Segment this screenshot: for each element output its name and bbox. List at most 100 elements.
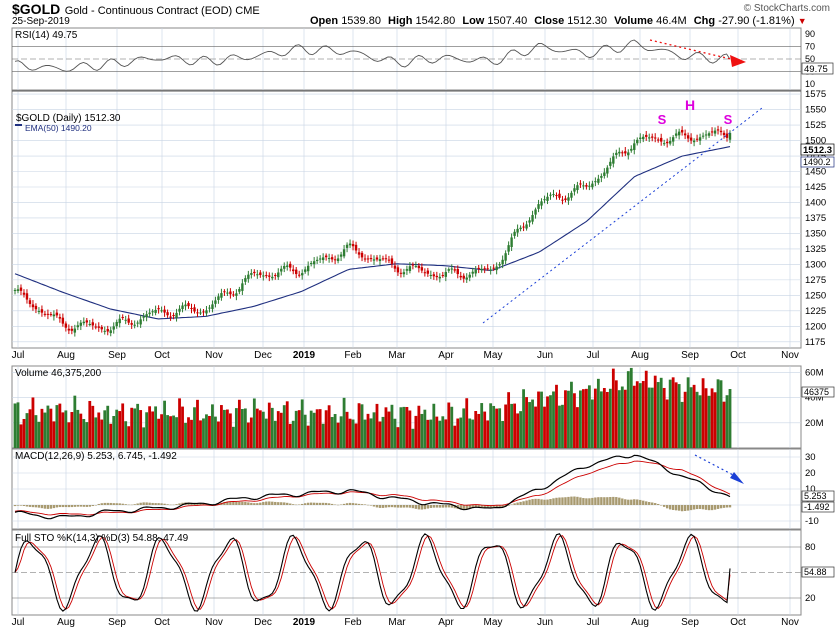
macd-hist-bar [695,505,699,510]
macd-hist-bar [393,505,397,508]
volume-bar [432,403,436,448]
volume-bar [360,404,364,448]
price-bar-body [645,134,648,137]
rsi-tick-label: 10 [805,79,815,89]
volume-current-label: 46375 [804,387,829,397]
macd-hist-bar [327,503,331,505]
price-bar-body [414,265,418,267]
volume-bar [312,412,316,448]
volume-bar [381,416,385,448]
volume-bar [94,417,98,448]
volume-bar [492,405,496,448]
price-bar-body [112,326,115,330]
macd-hist-bar [172,504,175,506]
price-bar-body [525,224,528,229]
price-bar-body [19,287,23,291]
price-bar-body [600,176,603,178]
volume-bar [513,403,517,448]
volume-bar [118,411,122,448]
macd-hist-bar [241,501,244,505]
volume-bar [465,398,469,448]
macd-hist-bar [713,505,717,510]
price-bar-body [474,269,477,274]
volume-bar [623,389,627,448]
volume-bar [237,399,241,448]
volume-bar [399,407,403,448]
price-bar-body [483,268,486,270]
price-bar-body [543,199,546,201]
price-bar-body [573,188,576,192]
price-bar-body [674,133,678,136]
volume-bar [641,381,645,448]
volume-bar [76,409,80,448]
macd-hist-bar [109,502,112,505]
volume-bar [211,404,214,448]
x-tick-label: Aug [631,350,649,361]
macd-tick-label: 20 [805,468,816,479]
price-tick-label: 1275 [805,275,826,286]
price-bar-body [244,278,247,282]
price-bar-body [396,267,400,273]
macd-hist-bar [707,505,711,511]
macd-hist-bar [603,497,606,505]
price-bar-body [238,289,241,292]
macd-hist-bar [474,505,477,508]
macd-hist-bar [280,502,283,505]
macd-hist-bar [411,505,415,509]
macd-hist-bar [612,496,615,505]
macd-hist-bar [58,505,62,508]
x-tick-label: Nov [205,617,223,628]
price-bar-body [636,139,639,144]
price-tick-label: 1525 [805,120,826,131]
price-bar-body [259,272,262,276]
macd-hist-bar [405,505,409,508]
macd-hist-bar [336,504,340,506]
x-tick-label: Sep [681,617,699,628]
volume-bar [369,418,373,448]
volume-bar [291,420,295,448]
macd-hist-bar [486,505,489,508]
rsi-tick-label: 90 [805,29,815,39]
volume-bar [324,410,328,448]
price-bar-body [214,300,217,304]
macd-hist-bar [531,499,534,505]
volume-bar [450,406,454,448]
volume-bar [453,425,457,448]
price-bar-body [283,265,286,269]
volume-bar [154,406,158,448]
macd-hist-bar [689,505,693,511]
price-bar-body [390,258,394,264]
x-tick-label: Feb [344,350,362,361]
macd-hist-bar [704,505,708,510]
sto-tick-label: 80 [805,542,816,553]
price-bar-body [722,132,726,136]
price-bar-body [31,304,35,308]
volume-value: 46.4M [656,15,687,27]
volume-bar [456,418,460,448]
price-bar-body [438,276,442,279]
price-bar-body [163,309,166,313]
volume-bar [315,409,319,448]
volume-bar [357,403,361,448]
price-bar-body [480,268,483,271]
macd-hist-bar [366,504,370,506]
volume-bar [223,409,226,448]
volume-bar [22,418,26,448]
price-bar-body [172,314,175,317]
x-tick-label: Nov [205,350,223,361]
price-legend-symbol: $GOLD (Daily) 1512.30 [16,113,121,124]
price-bar-body [381,258,385,260]
price-tick-label: 1300 [805,259,826,270]
price-bar-body [642,136,645,140]
macd-hist-bar [300,503,304,505]
macd-hist-bar [283,502,286,505]
macd-hist-bar [357,503,361,505]
left-shoulder-label: S [658,112,667,127]
volume-bar [411,428,415,448]
macd-hist-bar [668,505,672,510]
volume-bar [231,426,235,448]
price-bar-body [689,137,693,141]
price-bar-body [348,243,352,246]
volume-bar [199,420,202,448]
macd-hist-bar [64,505,68,508]
